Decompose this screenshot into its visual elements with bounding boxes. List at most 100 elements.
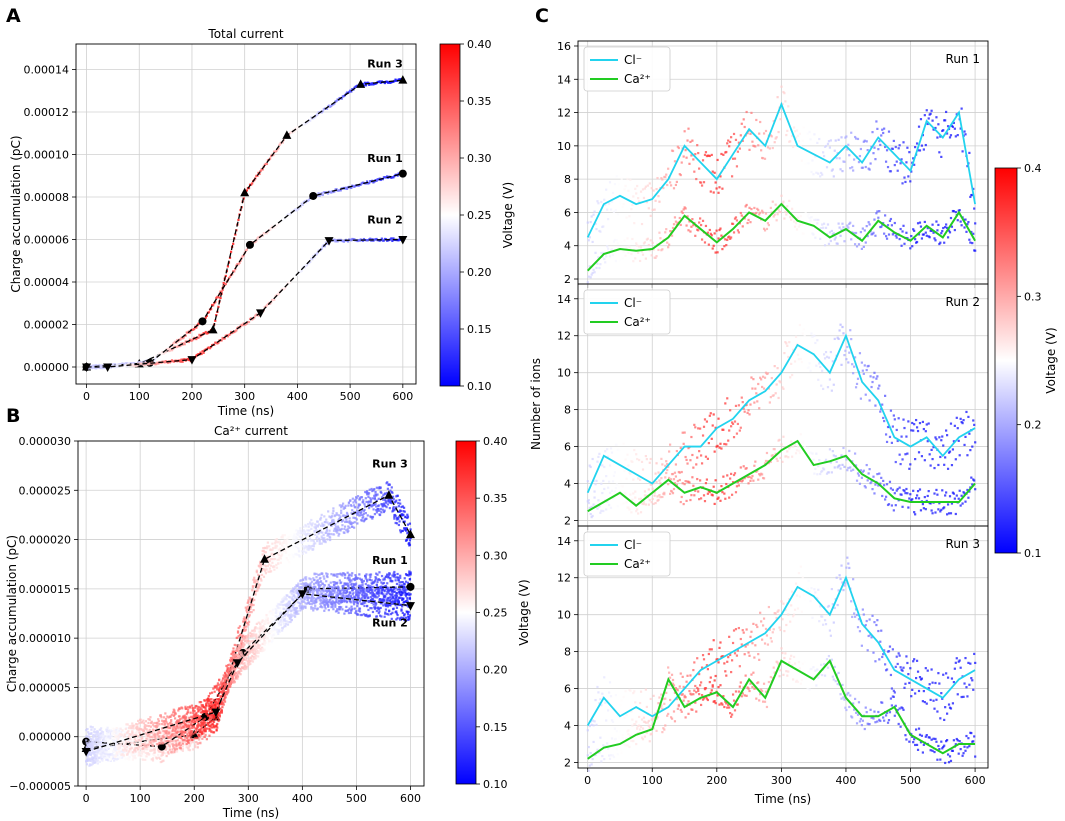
data-point	[353, 578, 356, 581]
data-point	[92, 739, 96, 742]
data-point	[90, 756, 94, 759]
data-point	[158, 750, 161, 753]
data-point	[166, 723, 170, 726]
data-point	[332, 509, 335, 513]
data-point	[330, 524, 333, 527]
data-point	[177, 720, 180, 724]
data-point	[253, 649, 256, 652]
data-point	[305, 264, 309, 267]
data-point	[172, 743, 175, 746]
data-point	[100, 736, 103, 739]
data-point	[351, 509, 354, 512]
data-point	[115, 732, 118, 735]
data-point	[328, 104, 331, 107]
data-point	[257, 314, 260, 317]
data-point	[131, 725, 135, 728]
data-point	[129, 748, 132, 751]
data-point	[264, 620, 268, 623]
data-point	[345, 187, 349, 191]
data-point	[273, 619, 277, 622]
data-point	[164, 732, 168, 735]
data-point	[327, 510, 330, 513]
data-point	[170, 723, 173, 726]
data-point	[177, 736, 181, 739]
data-point	[114, 748, 117, 751]
data-point	[241, 659, 244, 662]
data-point	[175, 742, 178, 745]
data-point	[294, 586, 297, 589]
data-point	[371, 517, 374, 520]
data-point	[318, 523, 321, 526]
data-point	[281, 536, 284, 539]
data-point	[266, 547, 269, 550]
data-point	[378, 509, 381, 512]
data-point	[404, 580, 408, 583]
data-point	[244, 659, 247, 662]
x-tick-label: 0	[83, 390, 90, 403]
data-point	[110, 740, 113, 743]
data-point	[271, 557, 275, 561]
data-point	[221, 701, 225, 704]
data-point	[103, 750, 106, 753]
data-point	[291, 536, 294, 539]
data-point	[359, 584, 362, 587]
data-point	[124, 752, 127, 755]
data-point	[94, 753, 97, 756]
data-point	[259, 577, 262, 580]
data-point	[221, 703, 224, 706]
data-point	[166, 732, 169, 735]
data-point	[154, 746, 157, 749]
data-point	[178, 715, 181, 718]
data-point	[219, 691, 222, 694]
data-point	[270, 634, 273, 637]
data-point	[297, 547, 300, 550]
data-point	[375, 494, 378, 497]
data-point	[356, 512, 360, 515]
data-point	[95, 757, 98, 760]
data-point	[183, 735, 186, 738]
data-point	[237, 653, 240, 657]
data-point	[90, 763, 93, 767]
data-point	[346, 530, 349, 534]
data-point	[292, 278, 295, 281]
data-point	[97, 751, 100, 754]
data-point	[325, 107, 329, 111]
data-point	[92, 744, 95, 747]
data-point	[156, 724, 159, 727]
data-point	[306, 546, 309, 549]
data-point	[250, 640, 253, 643]
data-point	[374, 578, 377, 581]
data-point	[308, 533, 312, 536]
data-point	[252, 609, 255, 612]
data-point	[153, 359, 156, 362]
data-point	[215, 685, 218, 688]
data-point	[216, 726, 219, 729]
data-point	[305, 534, 308, 538]
data-point	[237, 626, 240, 630]
data-point	[170, 737, 173, 740]
data-point	[207, 697, 210, 700]
data-point	[340, 509, 343, 512]
data-point	[397, 515, 401, 518]
data-point	[173, 751, 176, 754]
data-point	[320, 192, 323, 195]
data-point	[191, 718, 194, 722]
data-point	[104, 756, 107, 759]
data-point	[298, 532, 301, 535]
data-point	[336, 601, 340, 604]
y-tick-label: 0.00006	[24, 234, 70, 247]
data-point	[397, 598, 400, 601]
data-point	[316, 535, 319, 538]
data-point	[100, 747, 103, 750]
data-point	[146, 741, 149, 744]
data-point	[297, 530, 300, 534]
data-point	[120, 744, 123, 747]
data-point	[177, 719, 180, 722]
data-point	[321, 110, 324, 113]
data-point	[220, 709, 223, 712]
data-point	[344, 514, 347, 518]
data-point	[270, 630, 273, 634]
data-point	[223, 671, 227, 674]
data-point	[259, 635, 262, 638]
data-point	[261, 619, 264, 622]
